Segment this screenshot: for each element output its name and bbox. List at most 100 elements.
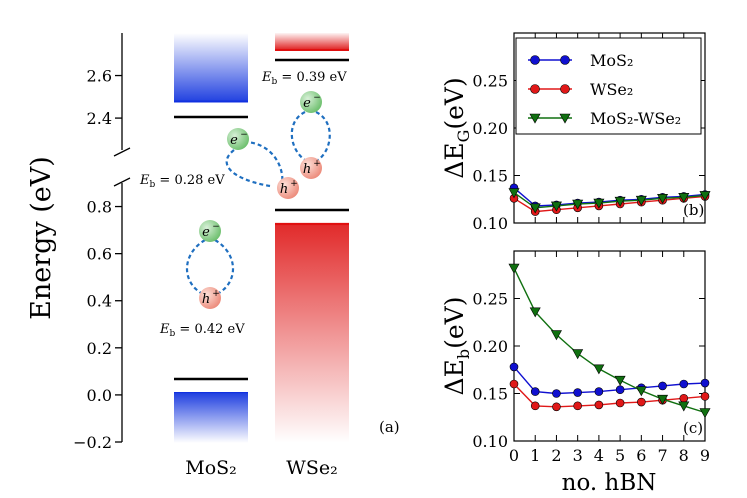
panel-c-xlabel: no. hBN: [562, 470, 657, 496]
legend-item-mos2-wse2: MoS₂-WSe₂: [528, 109, 681, 128]
data-point-mos2-wse2: [678, 401, 690, 412]
data-point-mos2: [658, 381, 667, 391]
data-point-mos2-wse2: [550, 330, 562, 341]
data-point-mos2-wse2: [614, 196, 626, 207]
svg-text:+: +: [290, 179, 298, 189]
annotation-eb-interlayer: Eb = 0.28 eV: [139, 173, 225, 190]
electron-particle-mos2: e −: [199, 220, 221, 242]
ytick-label: 0.25: [472, 290, 508, 309]
panel-a-tick-label: 2.6: [87, 67, 112, 86]
data-point-wse2: [700, 392, 710, 401]
panel-a-tick-label: 0.0: [87, 386, 112, 405]
panel-b-series: [508, 183, 711, 216]
svg-text:+: +: [212, 289, 220, 299]
series-line-wse2: [513, 383, 706, 408]
panel-c-yticks: 0.10 0.15 0.20 0.25: [472, 290, 705, 451]
ytick-label: 0.10: [472, 214, 508, 233]
data-point-mos2: [594, 387, 604, 396]
svg-text:h: h: [202, 292, 210, 307]
series-line-mos2-wse2: [513, 192, 706, 209]
wse2-valence-band: [275, 225, 349, 443]
mos2-conduction-band: [174, 33, 248, 102]
material-label-mos2: MoS₂: [185, 457, 237, 479]
panel-a-tick-label: 0.8: [87, 198, 112, 217]
data-point-mos2-wse2: [572, 349, 584, 360]
data-point-mos2: [509, 362, 519, 372]
panel-b-gap-chart: 0.10 0.15 0.20 0.25 ΔEG(eV) (b) MoS₂ WSe₂: [440, 32, 711, 233]
data-point-wse2: [594, 400, 604, 410]
panel-a-tick-label: 0.4: [87, 292, 112, 311]
legend-item-mos2: MoS₂: [528, 51, 633, 70]
data-point-mos2: [530, 387, 540, 396]
annotation-eb-mos2: Eb = 0.42 eV: [159, 322, 245, 339]
panel-a-tick-label: −0.2: [73, 433, 112, 452]
ytick-label: 0.15: [472, 167, 508, 186]
panel-c-frame: [513, 250, 706, 442]
panel-a-axis-break-top: [113, 147, 131, 157]
ytick-label: 0.20: [472, 337, 508, 356]
data-point-wse2: [509, 379, 519, 389]
data-point-mos2-wse2: [657, 394, 669, 405]
panel-a-lower-ticks: −0.2 0.0 0.2 0.4 0.6 0.8: [73, 198, 122, 452]
data-point-mos2: [552, 389, 561, 398]
xtick-label: 0: [509, 446, 519, 465]
xtick-label: 6: [636, 446, 646, 465]
data-point-mos2-wse2: [593, 364, 605, 375]
xtick-label: 3: [573, 446, 583, 465]
svg-text:−: −: [212, 222, 220, 232]
data-point-mos2-wse2: [635, 195, 647, 206]
svg-text:−: −: [240, 130, 248, 140]
data-point-mos2-wse2: [508, 263, 520, 274]
panel-a-tick-label: 2.4: [87, 109, 112, 128]
svg-text:e: e: [230, 133, 238, 148]
svg-text:−: −: [313, 93, 321, 103]
ytick-label: 0.25: [472, 72, 508, 91]
electron-particle-wse2: e −: [300, 91, 322, 113]
panel-b-yticks: 0.10 0.15 0.20 0.25: [472, 72, 705, 233]
material-label-wse2: WSe₂: [286, 457, 337, 479]
xtick-label: 9: [700, 446, 710, 465]
svg-text:WSe₂: WSe₂: [590, 80, 633, 99]
data-point-mos2-wse2: [550, 201, 562, 212]
panel-c-ylabel: ΔEb(eV): [440, 297, 473, 396]
ytick-label: 0.15: [472, 385, 508, 404]
legend-item-wse2: WSe₂: [528, 80, 633, 99]
data-point-mos2-wse2: [678, 193, 690, 203]
ytick-label: 0.20: [472, 119, 508, 138]
wse2-conduction-band: [275, 33, 349, 50]
panel-a-band-diagram: 2.4 2.6 −0.2 0.0 0.2 0.4 0.6 0.8 Energy (eV) e…: [26, 33, 400, 479]
data-point-mos2-wse2: [508, 188, 520, 199]
data-point-mos2-wse2: [657, 194, 669, 204]
exciton-link-mos2: [185, 239, 235, 297]
panel-a-axis-break-bottom: [113, 177, 131, 187]
data-point-mos2: [615, 385, 625, 395]
svg-text:MoS₂: MoS₂: [590, 51, 633, 70]
legend: MoS₂ WSe₂ MoS₂-WSe₂: [515, 37, 702, 135]
data-point-mos2-wse2: [699, 408, 711, 419]
series-line-mos2-wse2: [513, 267, 706, 414]
svg-text:h: h: [280, 182, 288, 197]
data-point-wse2: [615, 398, 625, 408]
panel-a-upper-ticks: 2.4 2.6: [87, 67, 122, 128]
svg-text:+: +: [313, 159, 321, 169]
hole-particle-interlayer: h +: [277, 177, 299, 199]
ytick-label: 0.10: [472, 432, 508, 451]
svg-text:MoS₂-WSe₂: MoS₂-WSe₂: [590, 109, 681, 128]
data-point-mos2-wse2: [593, 198, 605, 209]
electron-particle-interlayer: e −: [227, 128, 249, 150]
data-point-wse2: [573, 401, 582, 411]
hole-particle-wse2: h +: [300, 157, 322, 179]
series-line-mos2: [513, 187, 706, 207]
data-point-mos2: [679, 379, 689, 389]
series-line-wse2: [513, 195, 706, 213]
data-point-mos2-wse2: [572, 199, 584, 210]
xtick-label: 1: [530, 446, 540, 465]
svg-text:e: e: [303, 96, 311, 111]
panel-a-label: (a): [379, 418, 400, 436]
data-point-mos2-wse2: [529, 307, 541, 318]
svg-text:h: h: [303, 162, 311, 177]
panel-b-label: (b): [683, 201, 704, 219]
